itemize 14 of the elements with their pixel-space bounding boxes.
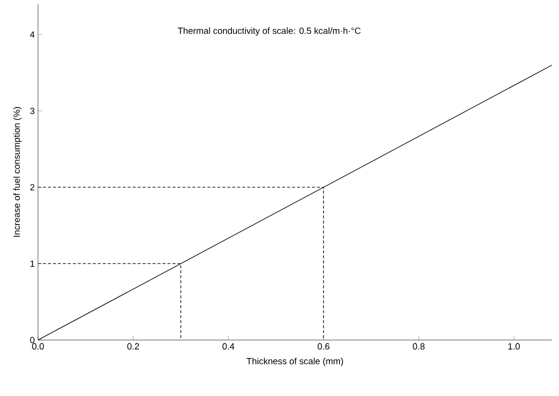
y-tick-label: 4 [30,31,35,38]
y-tick-label: 1 [30,260,34,267]
y-tick-label: 3 [30,108,34,114]
y-tick-label: 0 [30,336,34,344]
x-tick-label: 0.6 [318,343,330,350]
x-tick-label: 0.0 [32,343,44,350]
x-tick-label: 1.0 [508,343,520,350]
x-tick-label: 0.2 [127,343,139,350]
x-tick-label: 0.4 [222,343,234,350]
y-axis-title: Increase of fuel consumption (%) [13,107,22,237]
x-tick-label: 0.8 [412,343,425,350]
y-tick-label: 2 [30,184,34,190]
x-axis-title: Thickness of scale (mm) [246,358,344,366]
annotation: Thermal conductivity of scale: 0.5 kcal/m·h·°C [178,27,361,36]
